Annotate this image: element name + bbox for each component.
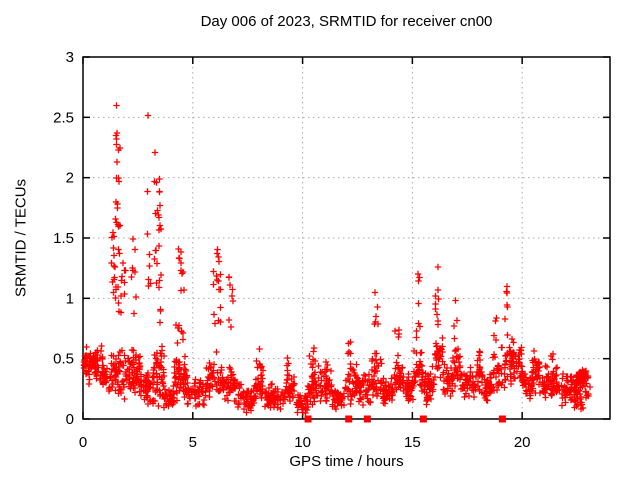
y-tick-label: 3	[66, 49, 74, 66]
zero-flag-square	[304, 415, 312, 423]
x-tick-label: 5	[189, 434, 197, 451]
y-tick-label: 2	[66, 170, 74, 187]
y-tick-label: 1.5	[53, 230, 74, 247]
x-tick-label: 20	[514, 434, 531, 451]
chart-title: Day 006 of 2023, SRMTID for receiver cn0…	[200, 13, 493, 30]
x-tick-label: 0	[79, 434, 87, 451]
y-tick-label: 1	[66, 290, 74, 307]
y-tick-label: 2.5	[53, 109, 74, 126]
x-axis-label: GPS time / hours	[289, 453, 404, 470]
x-tick-label: 15	[404, 434, 421, 451]
scatter-points	[80, 102, 594, 417]
zero-flag-square	[419, 415, 427, 423]
zero-flag-square	[345, 415, 353, 423]
x-tick-label: 10	[294, 434, 311, 451]
zero-flag-square	[498, 415, 506, 423]
y-tick-label: 0	[66, 411, 74, 428]
zero-flag-square	[363, 415, 371, 423]
y-tick-label: 0.5	[53, 351, 74, 368]
